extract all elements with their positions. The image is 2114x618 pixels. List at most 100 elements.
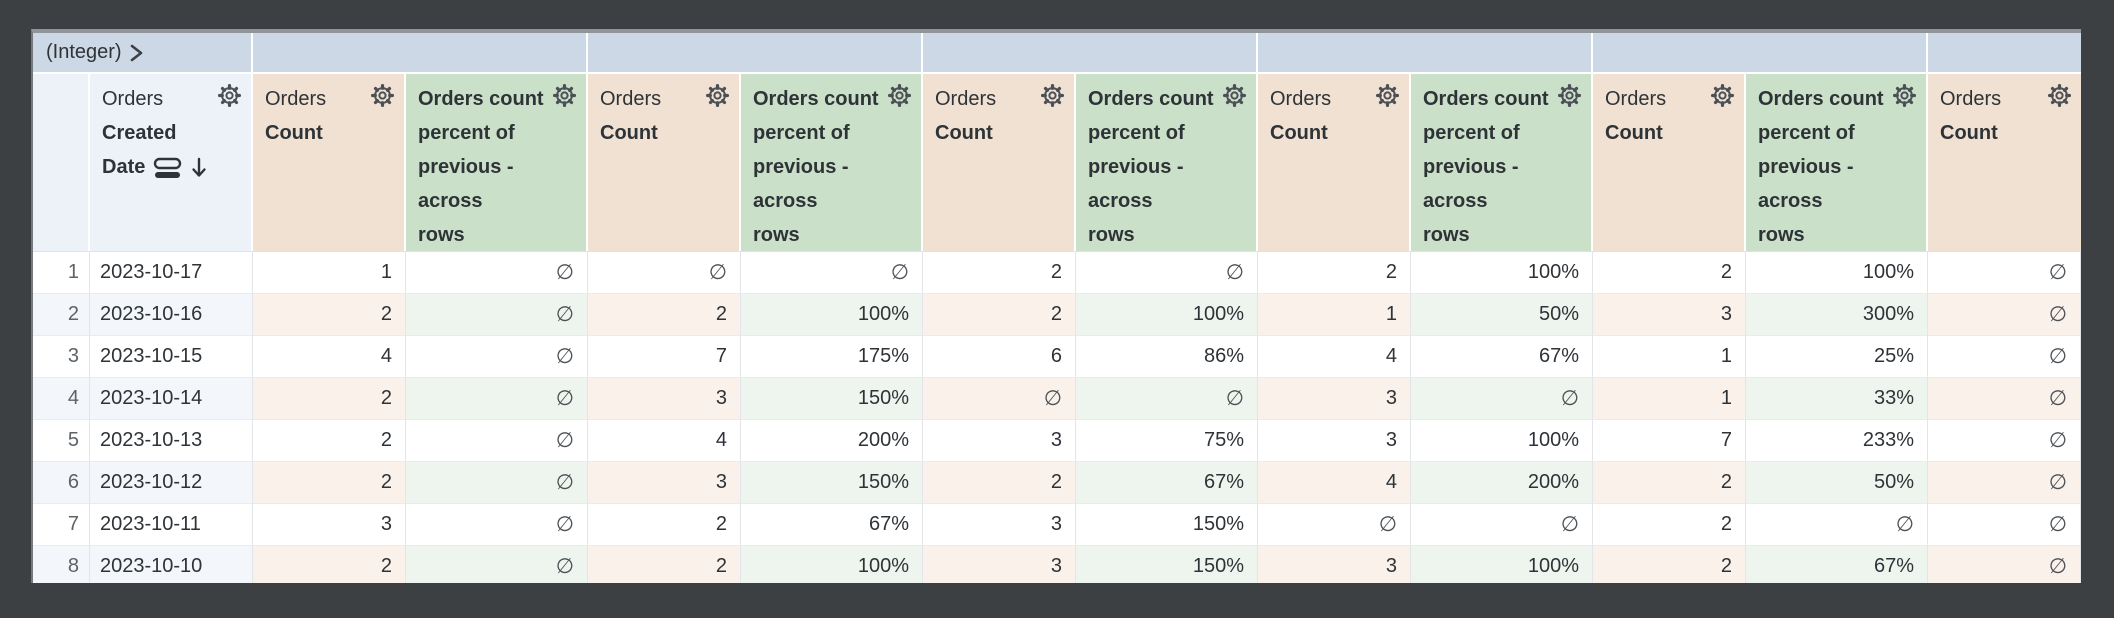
column-header-date[interactable]: Orders Created Date <box>90 74 253 251</box>
value-cell[interactable]: 100% <box>741 294 923 336</box>
value-cell[interactable]: 3 <box>588 462 741 504</box>
value-cell[interactable]: 7 <box>588 336 741 378</box>
pivot-value-cell[interactable] <box>1258 33 1593 72</box>
column-header-count[interactable]: Orders Count <box>253 74 406 251</box>
date-cell[interactable]: 2023-10-14 <box>90 378 253 420</box>
value-cell[interactable]: 2 <box>923 294 1076 336</box>
gear-icon[interactable] <box>1375 83 1400 108</box>
value-cell[interactable]: 2 <box>588 294 741 336</box>
value-cell[interactable]: 67% <box>1076 462 1258 504</box>
pivot-value-cell[interactable] <box>923 33 1258 72</box>
value-cell[interactable]: ∅ <box>406 252 588 294</box>
value-cell[interactable]: ∅ <box>923 378 1076 420</box>
gear-icon[interactable] <box>370 83 395 108</box>
value-cell[interactable]: 2 <box>1593 252 1746 294</box>
value-cell[interactable]: 150% <box>1076 504 1258 546</box>
value-cell[interactable]: 50% <box>1411 294 1593 336</box>
value-cell[interactable]: 33% <box>1746 378 1928 420</box>
value-cell[interactable]: 2 <box>588 504 741 546</box>
value-cell[interactable]: ∅ <box>1411 504 1593 546</box>
value-cell[interactable]: 100% <box>1411 420 1593 462</box>
value-cell[interactable]: 2 <box>253 294 406 336</box>
value-cell[interactable]: 2 <box>1593 462 1746 504</box>
value-cell[interactable]: ∅ <box>1928 336 2081 378</box>
value-cell[interactable]: 3 <box>923 420 1076 462</box>
value-cell[interactable]: 3 <box>1258 546 1411 583</box>
value-cell[interactable]: 4 <box>588 420 741 462</box>
value-cell[interactable]: 200% <box>1411 462 1593 504</box>
value-cell[interactable]: ∅ <box>406 294 588 336</box>
gear-icon[interactable] <box>1710 83 1735 108</box>
date-cell[interactable]: 2023-10-10 <box>90 546 253 583</box>
gear-icon[interactable] <box>887 83 912 108</box>
value-cell[interactable]: 233% <box>1746 420 1928 462</box>
value-cell[interactable]: 67% <box>741 504 923 546</box>
value-cell[interactable]: 1 <box>1593 378 1746 420</box>
value-cell[interactable]: ∅ <box>1928 546 2081 583</box>
value-cell[interactable]: 300% <box>1746 294 1928 336</box>
gear-icon[interactable] <box>552 83 577 108</box>
value-cell[interactable]: 3 <box>1258 420 1411 462</box>
gear-icon[interactable] <box>217 83 242 108</box>
date-cell[interactable]: 2023-10-17 <box>90 252 253 294</box>
value-cell[interactable]: ∅ <box>588 252 741 294</box>
value-cell[interactable]: ∅ <box>1258 504 1411 546</box>
column-header-count[interactable]: Orders Count <box>923 74 1076 251</box>
value-cell[interactable]: ∅ <box>1411 378 1593 420</box>
value-cell[interactable]: 50% <box>1746 462 1928 504</box>
value-cell[interactable]: ∅ <box>1928 252 2081 294</box>
value-cell[interactable]: ∅ <box>1928 420 2081 462</box>
value-cell[interactable]: ∅ <box>406 378 588 420</box>
value-cell[interactable]: 67% <box>1411 336 1593 378</box>
value-cell[interactable]: ∅ <box>1076 378 1258 420</box>
column-header-count[interactable]: Orders Count <box>1258 74 1411 251</box>
value-cell[interactable]: ∅ <box>406 420 588 462</box>
gear-icon[interactable] <box>1557 83 1582 108</box>
value-cell[interactable]: 100% <box>1076 294 1258 336</box>
value-cell[interactable]: ∅ <box>406 546 588 583</box>
value-cell[interactable]: ∅ <box>1928 294 2081 336</box>
column-header-calc[interactable]: Orders count percent of previous - across ro… <box>406 74 588 251</box>
value-cell[interactable]: 1 <box>1593 336 1746 378</box>
date-cell[interactable]: 2023-10-13 <box>90 420 253 462</box>
value-cell[interactable]: 100% <box>1411 252 1593 294</box>
value-cell[interactable]: 100% <box>1746 252 1928 294</box>
value-cell[interactable]: ∅ <box>1076 252 1258 294</box>
value-cell[interactable]: 2 <box>1593 546 1746 583</box>
column-header-count[interactable]: Orders Count <box>1928 74 2081 251</box>
value-cell[interactable]: 75% <box>1076 420 1258 462</box>
value-cell[interactable]: ∅ <box>406 336 588 378</box>
value-cell[interactable]: 6 <box>923 336 1076 378</box>
column-header-calc[interactable]: Orders count percent of previous - across ro… <box>1076 74 1258 251</box>
value-cell[interactable]: ∅ <box>1928 504 2081 546</box>
column-header-count[interactable]: Orders Count <box>588 74 741 251</box>
value-cell[interactable]: 4 <box>253 336 406 378</box>
value-cell[interactable]: 3 <box>1593 294 1746 336</box>
value-cell[interactable]: ∅ <box>406 462 588 504</box>
value-cell[interactable]: 2 <box>253 546 406 583</box>
value-cell[interactable]: 3 <box>923 504 1076 546</box>
column-header-count[interactable]: Orders Count <box>1593 74 1746 251</box>
gear-icon[interactable] <box>705 83 730 108</box>
pivot-value-cell[interactable] <box>1928 33 2081 72</box>
gear-icon[interactable] <box>1040 83 1065 108</box>
value-cell[interactable]: 2 <box>253 462 406 504</box>
value-cell[interactable]: 150% <box>741 378 923 420</box>
value-cell[interactable]: 25% <box>1746 336 1928 378</box>
value-cell[interactable]: ∅ <box>406 504 588 546</box>
date-cell[interactable]: 2023-10-15 <box>90 336 253 378</box>
value-cell[interactable]: 1 <box>253 252 406 294</box>
value-cell[interactable]: ∅ <box>741 252 923 294</box>
value-cell[interactable]: 2 <box>923 252 1076 294</box>
value-cell[interactable]: 3 <box>923 546 1076 583</box>
value-cell[interactable]: 1 <box>1258 294 1411 336</box>
value-cell[interactable]: 3 <box>253 504 406 546</box>
value-cell[interactable]: 200% <box>741 420 923 462</box>
value-cell[interactable]: 2 <box>923 462 1076 504</box>
value-cell[interactable]: 150% <box>741 462 923 504</box>
column-header-calc[interactable]: Orders count percent of previous - across ro… <box>741 74 923 251</box>
gear-icon[interactable] <box>2047 83 2072 108</box>
value-cell[interactable]: 67% <box>1746 546 1928 583</box>
column-header-calc[interactable]: Orders count percent of previous - across ro… <box>1411 74 1593 251</box>
pivot-value-cell[interactable] <box>253 33 588 72</box>
